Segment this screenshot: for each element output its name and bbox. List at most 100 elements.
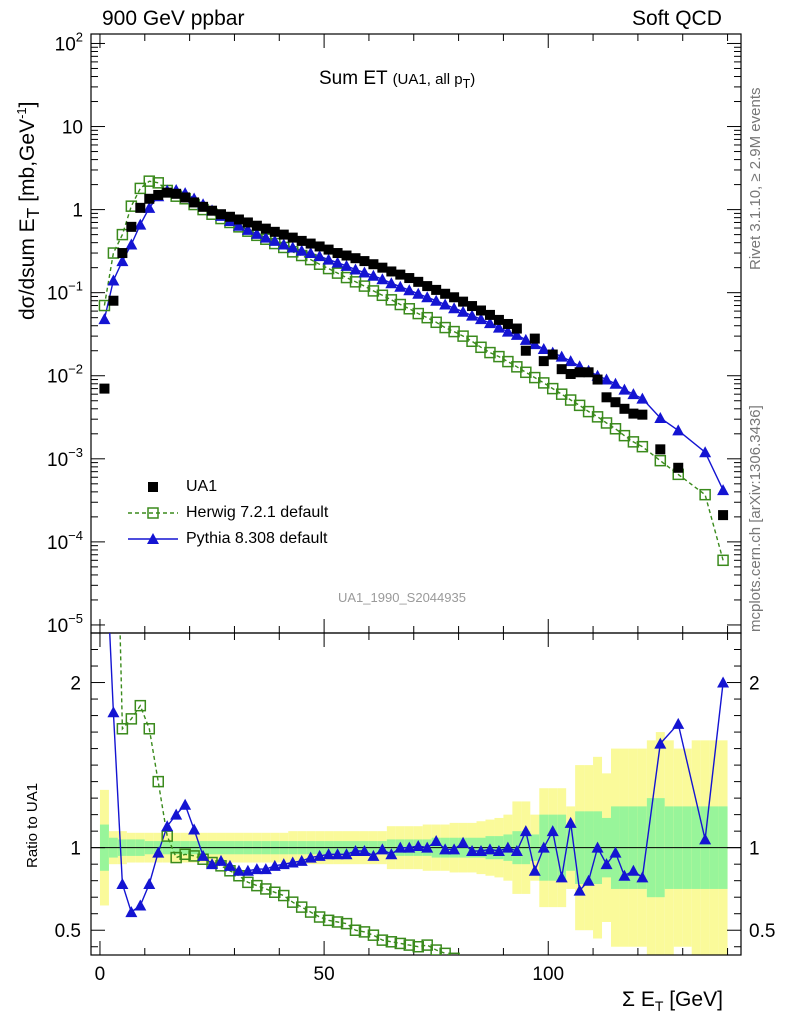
pythia-main-point-29 <box>358 266 371 278</box>
herwig-main-point-41 <box>466 335 478 348</box>
herwig-main-point-3 <box>125 200 138 212</box>
pythia-ratio-point-20 <box>277 858 290 870</box>
pythia-ratio-point-54 <box>582 874 595 886</box>
ua1-data-point-51 <box>556 364 567 375</box>
herwig-main-point-28 <box>349 276 362 288</box>
legend-label-pythia: Pythia 8.308 default <box>186 530 328 547</box>
chart-title-note-sub: T <box>462 77 471 91</box>
chart-title-main: Sum ET <box>319 68 388 89</box>
herwig-ratio-point-34 <box>403 939 416 951</box>
main-ytick-label-0: 102 <box>55 29 83 55</box>
ua1-data-point-37 <box>431 284 442 295</box>
pythia-main-point-56 <box>600 373 613 385</box>
main-ytick-label-6: 10−4 <box>47 528 83 554</box>
ua1-data-point-48 <box>529 333 540 344</box>
herwig-ratio-point-39 <box>448 952 460 955</box>
legend-label-herwig: Herwig 7.2.1 default <box>186 504 329 521</box>
ua1-data-point-9 <box>180 192 191 203</box>
pythia-ratio-point-8 <box>170 808 183 820</box>
herwig-ratio-point-24 <box>313 911 326 923</box>
ua1-data-point-18 <box>260 223 271 234</box>
pythia-ratio-point-41 <box>466 844 479 856</box>
ratio-ytick-label-left-1: 1 <box>70 839 81 860</box>
ua1-data-point-40 <box>458 296 469 307</box>
ratio-ytick-label-right-1: 1 <box>749 839 760 860</box>
main-ytick-label-3: 10−1 <box>47 279 83 305</box>
legend-marker-pythia <box>147 533 159 544</box>
x-axis-label-units: [GeV] <box>663 988 723 1011</box>
pythia-ratio-point-19 <box>268 859 281 871</box>
pythia-ratio-point-26 <box>331 848 344 860</box>
pythia-ratio-point-63 <box>699 833 712 845</box>
header-right: Soft QCD <box>632 7 722 30</box>
ua1-data-point-15 <box>233 214 244 225</box>
legend-marker-herwig <box>147 507 159 519</box>
pythia-ratio-point-29 <box>358 844 371 856</box>
ua1-data-point-24 <box>314 241 325 252</box>
ua1-data-point-25 <box>323 244 334 255</box>
ua1-data-point-23 <box>305 238 316 249</box>
main-ytick-label-2: 1 <box>72 201 83 222</box>
ua1-data-point-42 <box>476 305 486 316</box>
herwig-ratio-point-35 <box>412 940 424 953</box>
herwig-ratio-point-37 <box>430 944 442 955</box>
pythia-ratio-point-55 <box>591 841 604 853</box>
ua1-data-point-5 <box>144 193 155 204</box>
ua1-data-point-27 <box>341 250 352 261</box>
herwig-ratio-point-32 <box>385 936 398 948</box>
ua1-data-point-34 <box>404 273 415 284</box>
header-left: 900 GeV ppbar <box>102 7 245 30</box>
ua1-data-point-47 <box>520 345 531 356</box>
x-axis-label-text: Σ E <box>622 988 655 1011</box>
herwig-main-point-51 <box>555 388 568 400</box>
pythia-ratio-point-2 <box>116 877 129 889</box>
herwig-ratio-point-20 <box>278 889 290 902</box>
ua1-data-point-30 <box>368 259 379 270</box>
pythia-ratio-point-52 <box>564 816 577 828</box>
pythia-ratio-point-61 <box>654 737 667 749</box>
pythia-ratio-point-45 <box>501 841 514 853</box>
pythia-ratio-point-0 <box>98 511 110 522</box>
ua1-data-point-35 <box>413 276 424 287</box>
main-y-axis-label-sub: T <box>23 207 44 219</box>
herwig-ratio-point-1 <box>108 347 118 357</box>
pythia-ratio-point-7 <box>161 820 174 832</box>
pythia-main-point-35 <box>412 287 425 299</box>
pythia-main-point-52 <box>564 355 577 367</box>
ua1-data-point-36 <box>422 281 433 292</box>
herwig-ratio-point-29 <box>358 926 371 938</box>
pythia-ratio-point-9 <box>179 798 192 810</box>
pythia-ratio-point-21 <box>286 856 299 868</box>
ua1-data-point-22 <box>296 235 307 246</box>
pythia-main-point-23 <box>304 247 317 259</box>
main-ytick-label-1: 10 <box>62 118 83 139</box>
pythia-ratio-point-39 <box>448 843 461 855</box>
pythia-ratio-point-30 <box>367 849 380 861</box>
ua1-data-point-32 <box>386 266 397 277</box>
ua1-data-point-57 <box>610 397 621 408</box>
herwig-main-line <box>103 180 724 561</box>
herwig-ratio-point-6 <box>152 775 164 788</box>
herwig-main-point-60 <box>636 440 649 453</box>
herwig-ratio-point-31 <box>376 934 389 946</box>
main-y-axis-label-text: dσ/dsum E <box>16 218 39 320</box>
main-ytick-label-4: 10−2 <box>47 362 83 388</box>
ua1-data-point-11 <box>198 201 209 212</box>
ua1-data-point-8 <box>171 188 182 199</box>
pythia-ratio-point-3 <box>125 906 138 918</box>
main-y-axis-label-units: [mb,GeV <box>16 118 39 208</box>
pythia-main-point-51 <box>555 350 568 362</box>
pythia-main-point-15 <box>232 219 245 231</box>
pythia-main-point-27 <box>340 259 353 271</box>
ua1-data-point-45 <box>502 318 513 329</box>
herwig-ratio-point-19 <box>269 886 281 899</box>
herwig-main-point-4 <box>134 182 147 195</box>
pythia-ratio-point-62 <box>672 717 685 729</box>
pythia-main-point-32 <box>385 277 398 289</box>
ua1-data-point-12 <box>207 205 218 216</box>
pythia-main-point-41 <box>466 309 479 321</box>
pythia-ratio-point-38 <box>439 843 452 855</box>
pythia-main-point-48 <box>528 338 541 350</box>
herwig-ratio-point-18 <box>260 883 272 895</box>
pythia-main-point-28 <box>349 263 362 275</box>
